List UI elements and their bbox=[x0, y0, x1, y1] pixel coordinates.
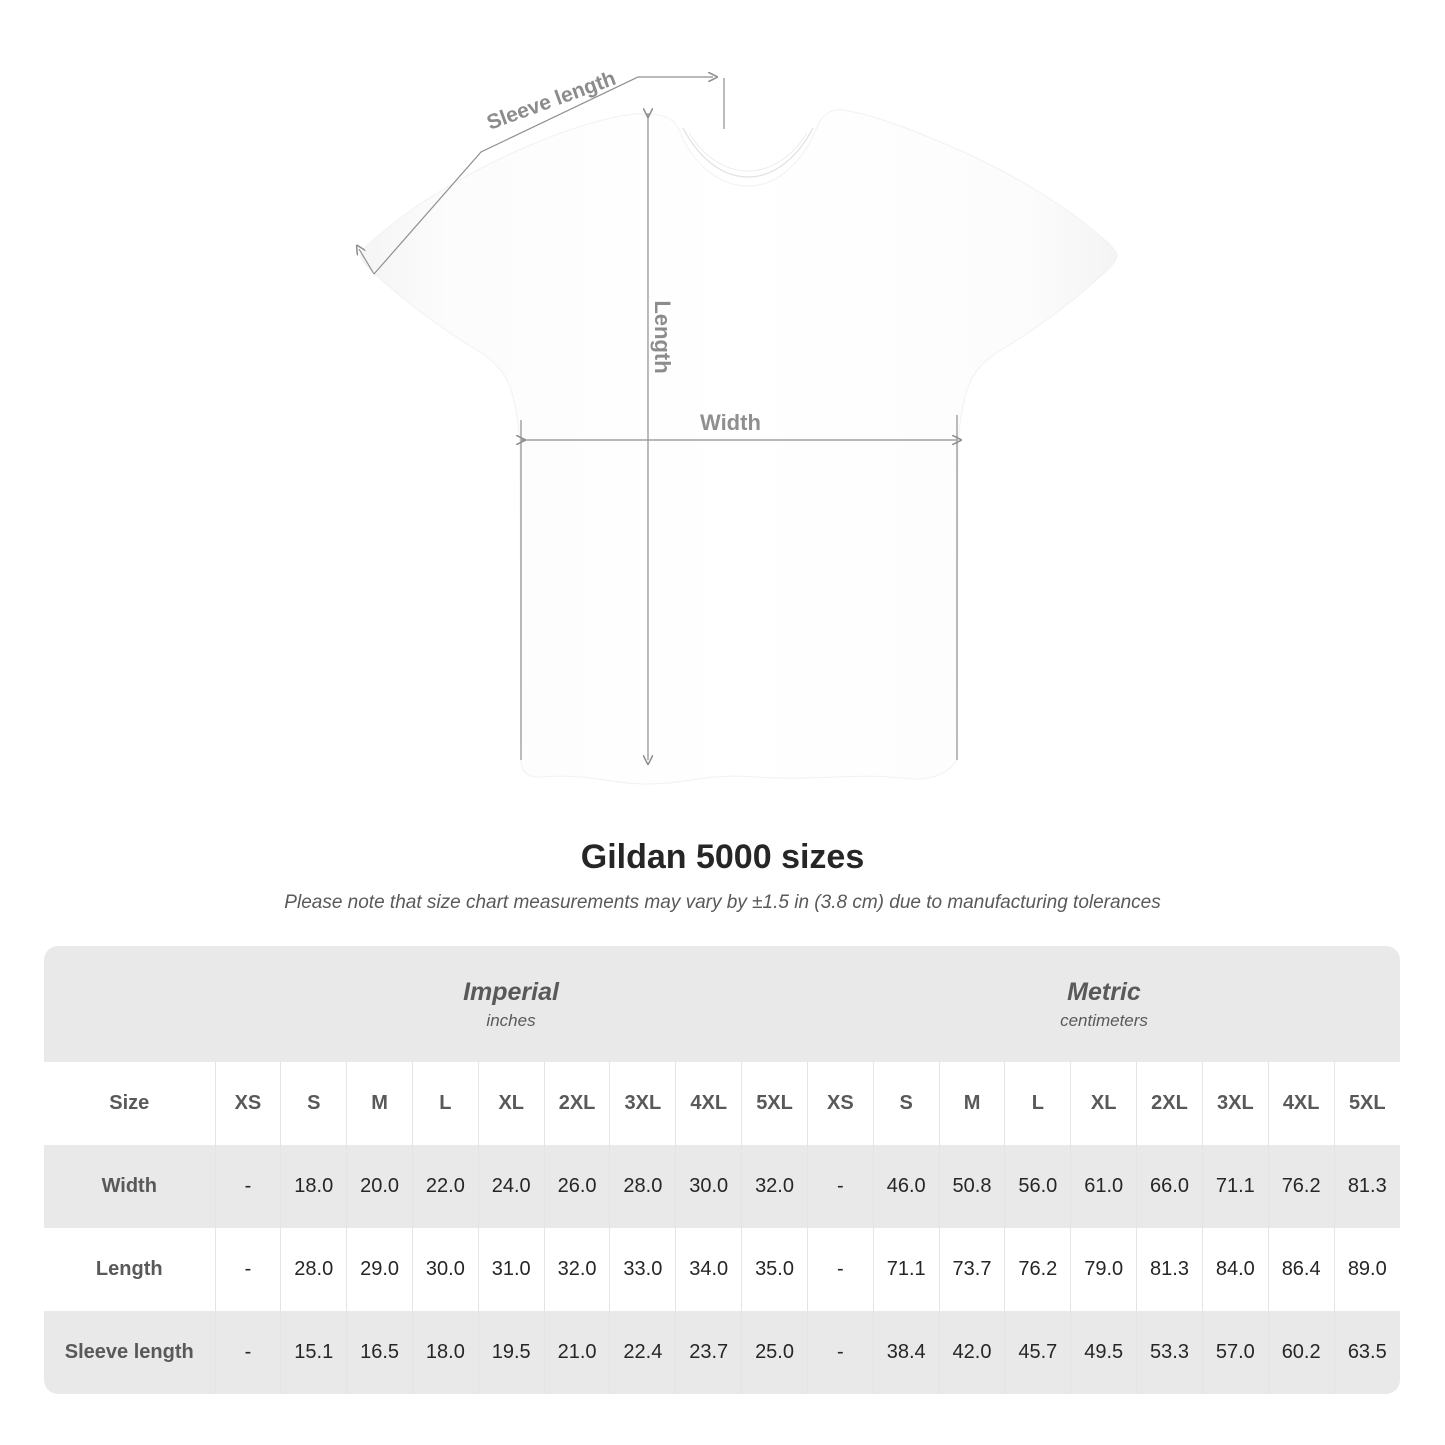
svg-text:Width: Width bbox=[700, 410, 761, 435]
svg-text:Length: Length bbox=[650, 300, 675, 373]
